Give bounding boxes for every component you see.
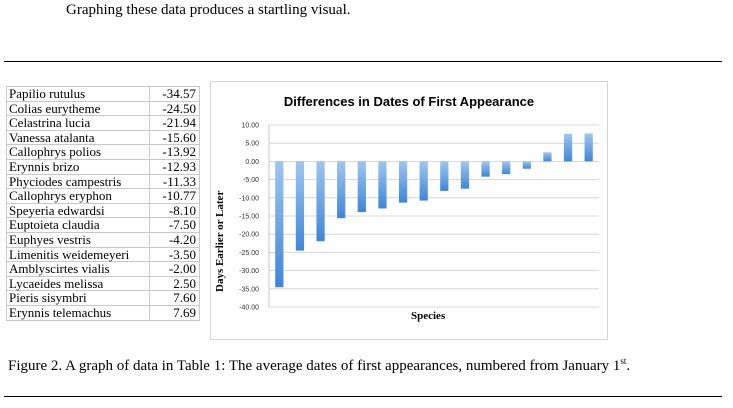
species-value-cell: -3.50 xyxy=(149,246,200,263)
caption-end: . xyxy=(626,358,631,374)
species-name-cell: Euptoieta claudia xyxy=(6,217,150,233)
table-row: Colias eurytheme -24.50 xyxy=(6,100,200,117)
figure-caption: Figure 2. A graph of data in Table 1: Th… xyxy=(8,356,630,375)
table-row: Euphyes vestris -4.20 xyxy=(6,231,200,248)
y-tick-label: 0.00 xyxy=(245,159,259,166)
species-table: Papilio rutulus -34.57 Colias eurytheme -24… xyxy=(6,86,200,321)
species-value-cell: 2.50 xyxy=(149,275,200,292)
y-tick-label: -30.00 xyxy=(239,268,259,275)
table-row: Erynnis telemachus 7.69 xyxy=(6,304,200,321)
species-value-cell: -11.33 xyxy=(149,173,200,190)
species-value-cell: -4.20 xyxy=(149,231,200,248)
y-tick-label: -40.00 xyxy=(239,305,259,312)
species-name-cell: Colias eurytheme xyxy=(6,100,150,117)
intro-text: Graphing these data produces a startling… xyxy=(66,2,351,18)
caption-superscript: st xyxy=(620,356,627,366)
bar xyxy=(584,133,593,162)
species-value-cell: -24.50 xyxy=(149,100,200,117)
bar xyxy=(419,161,428,201)
bottom-rule xyxy=(4,396,722,397)
bar xyxy=(295,161,305,251)
table-row: Lycaeides melissa 2.50 xyxy=(6,275,200,292)
y-tick-label: -25.00 xyxy=(239,250,259,257)
x-axis-label: Species xyxy=(411,310,446,322)
species-name-cell: Vanessa atalanta xyxy=(6,129,150,146)
y-tick-label: 10.00 xyxy=(241,123,259,130)
species-name-cell: Limenitis weidemeyeri xyxy=(6,246,150,263)
species-name-cell: Euphyes vestris xyxy=(6,231,150,248)
y-tick-label: -35.00 xyxy=(239,286,259,293)
y-tick-label: -20.00 xyxy=(239,232,259,239)
species-value-cell: -34.57 xyxy=(149,86,200,102)
y-tick-label: 5.00 xyxy=(245,141,259,148)
bar xyxy=(502,161,511,175)
species-name-cell: Callophrys polios xyxy=(6,144,150,160)
species-name-cell: Speyeria edwardsi xyxy=(6,202,150,219)
species-name-cell: Erynnis telemachus xyxy=(6,304,150,321)
bar xyxy=(522,161,531,169)
table-row: Callophrys eryphon -10.77 xyxy=(6,188,200,204)
species-name-cell: Phyciodes campestris xyxy=(6,173,150,190)
bar xyxy=(337,161,346,219)
bar xyxy=(316,161,325,242)
species-name-cell: Erynnis brizo xyxy=(6,158,150,175)
species-value-cell: -12.93 xyxy=(149,158,200,175)
bar xyxy=(275,161,284,288)
species-value-cell: -7.50 xyxy=(149,217,200,233)
table-row: Speyeria edwardsi -8.10 xyxy=(6,202,200,219)
table-row: Erynnis brizo -12.93 xyxy=(6,158,200,175)
table-row: Callophrys polios -13.92 xyxy=(6,144,200,160)
bar xyxy=(481,161,490,177)
species-name-cell: Amblyscirtes vialis xyxy=(6,261,150,277)
species-value-cell: -8.10 xyxy=(149,202,200,219)
table-row: Limenitis weidemeyeri -3.50 xyxy=(6,246,200,263)
species-value-cell: -21.94 xyxy=(149,115,200,131)
bar xyxy=(460,161,470,189)
bar xyxy=(398,161,408,203)
bar xyxy=(378,161,387,209)
species-value-cell: -10.77 xyxy=(149,188,200,204)
bar xyxy=(440,161,449,191)
bar-chart: 10.00 5.00 0.00 -5.00 -10.00 -15.00 -20.00 -25.… xyxy=(239,123,599,312)
caption-text: Figure 2. A graph of data in Table 1: Th… xyxy=(8,358,621,374)
species-value-cell: -15.60 xyxy=(149,129,200,146)
species-value-cell: -13.92 xyxy=(149,144,200,160)
species-name-cell: Callophrys eryphon xyxy=(6,188,150,204)
bar xyxy=(563,133,573,162)
species-name-cell: Pieris sisymbri xyxy=(6,290,150,306)
species-name-cell: Papilio rutulus xyxy=(6,86,150,102)
table-row: Euptoieta claudia -7.50 xyxy=(6,217,200,233)
species-value-cell: 7.69 xyxy=(149,304,200,321)
species-name-cell: Lycaeides melissa xyxy=(6,275,150,292)
table-row: Celastrina lucia -21.94 xyxy=(6,115,200,131)
species-value-cell: -2.00 xyxy=(149,261,200,277)
table-row: Vanessa atalanta -15.60 xyxy=(6,129,200,146)
bar xyxy=(543,152,552,162)
y-tick-label: -15.00 xyxy=(239,214,259,221)
y-tick-label: -10.00 xyxy=(239,195,259,202)
bar xyxy=(357,161,366,213)
table-row: Pieris sisymbri 7.60 xyxy=(6,290,200,306)
top-rule xyxy=(4,61,722,62)
table-row: Phyciodes campestris -11.33 xyxy=(6,173,200,190)
table-row: Papilio rutulus -34.57 xyxy=(6,86,200,102)
chart-frame: Differences in Dates of First Appearance… xyxy=(210,81,608,340)
chart-title: Differences in Dates of First Appearance xyxy=(283,94,535,109)
y-tick-label: -5.00 xyxy=(243,177,259,184)
table-row: Amblyscirtes vialis -2.00 xyxy=(6,261,200,277)
species-value-cell: 7.60 xyxy=(149,290,200,306)
species-name-cell: Celastrina lucia xyxy=(6,115,150,131)
